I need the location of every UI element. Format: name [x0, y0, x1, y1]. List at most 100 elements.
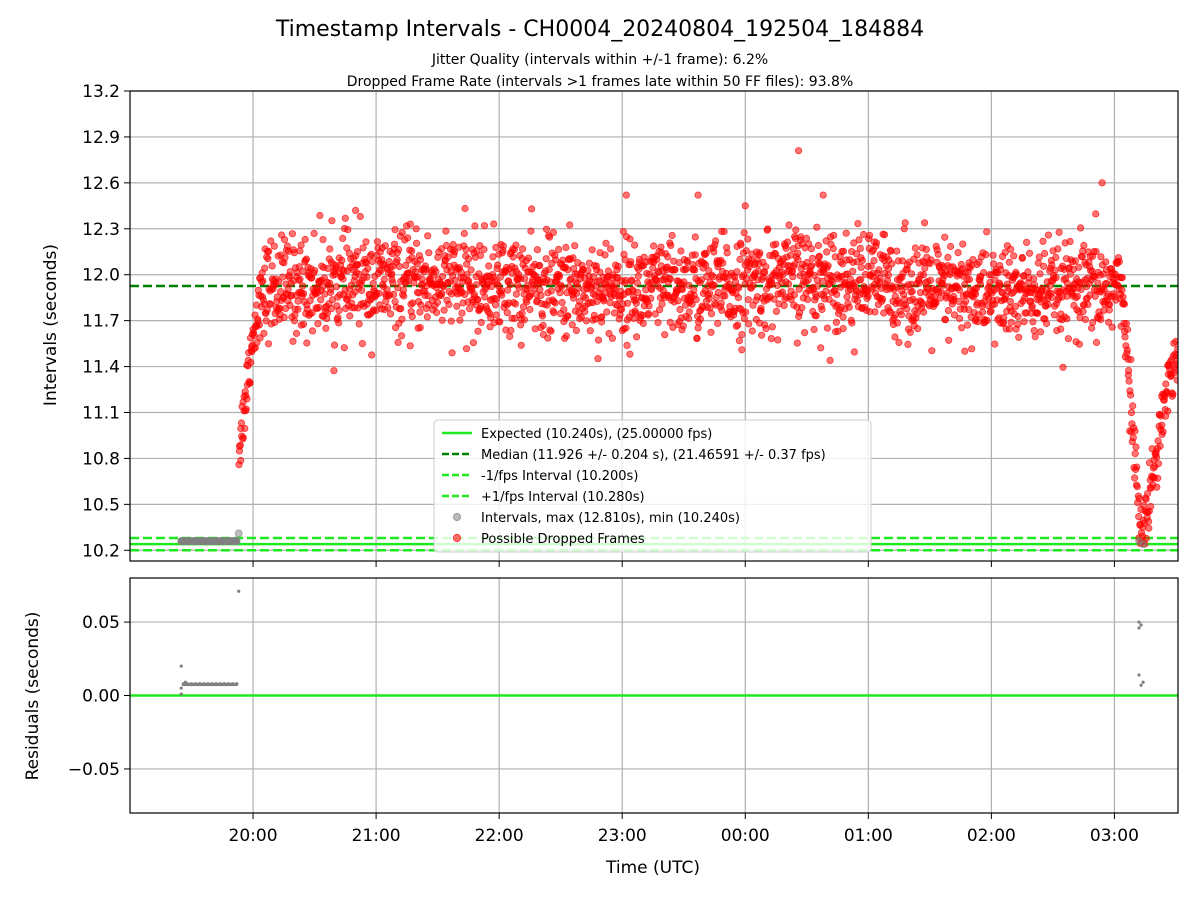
dropped-frame-point [1030, 275, 1038, 283]
dropped-frame-point [394, 245, 403, 254]
dropped-frame-point [462, 245, 470, 253]
dropped-frame-point [740, 314, 749, 323]
dropped-frame-point [1039, 237, 1047, 245]
dropped-frame-point [780, 301, 788, 310]
dropped-frame-point [808, 262, 816, 270]
dropped-frame-point [822, 237, 830, 245]
dropped-frame-point [770, 295, 778, 303]
dropped-frame-point [467, 266, 475, 274]
dropped-frame-point [247, 358, 255, 367]
dropped-frame-point [256, 334, 264, 342]
residual-point [237, 589, 241, 593]
dropped-frame-point [400, 292, 408, 300]
x-tick-label: 21:00 [352, 826, 401, 846]
dropped-frame-point [433, 298, 441, 306]
dropped-frame-point [1063, 315, 1071, 323]
dropped-frame-point [647, 294, 655, 302]
dropped-frame-point [893, 319, 902, 327]
dropped-frame-point [280, 236, 289, 244]
dropped-frame-point [406, 342, 414, 350]
dropped-frame-point [711, 237, 720, 245]
dropped-frame-point [762, 262, 770, 271]
dropped-frame-point [1000, 313, 1008, 322]
dropped-frame-point [961, 347, 969, 355]
dropped-frame-point [742, 308, 750, 316]
dropped-frame-point [987, 307, 995, 315]
dropped-frame-point [848, 319, 856, 327]
dropped-frame-point [551, 299, 559, 307]
dropped-frame-point [742, 247, 750, 255]
dropped-frame-point [311, 266, 319, 275]
dropped-frame-point [736, 255, 744, 264]
dropped-frame-point [262, 317, 270, 325]
dropped-frame-point [962, 297, 970, 305]
dropped-frame-point [971, 290, 980, 298]
dropped-frame-point [450, 248, 459, 256]
dropped-frame-point [341, 214, 349, 222]
dropped-frame-point [651, 310, 659, 318]
dropped-frame-point [239, 433, 247, 442]
dropped-frame-point [857, 276, 865, 284]
dropped-frame-point [798, 304, 806, 312]
dropped-frame-point [474, 327, 482, 335]
dropped-frame-point [1041, 249, 1049, 258]
dropped-frame-point [1025, 249, 1034, 257]
dropped-frame-point [915, 279, 924, 287]
dropped-frame-point [338, 256, 346, 264]
dropped-frame-point [914, 324, 922, 333]
dropped-frame-point [241, 424, 249, 433]
dropped-frame-point [989, 251, 997, 259]
dropped-frame-point [812, 312, 820, 320]
dropped-frame-point [1064, 335, 1073, 343]
dropped-frame-point [1162, 380, 1170, 388]
dropped-frame-point [721, 292, 729, 300]
dropped-frame-point [1014, 312, 1022, 321]
intervals-y-tick-label: 13.2 [82, 82, 120, 102]
legend-marker-swatch [452, 533, 462, 543]
dropped-frame-point [328, 217, 336, 225]
dropped-frame-point [842, 229, 850, 237]
dropped-frame-point [691, 233, 699, 241]
dropped-frame-point [388, 269, 396, 278]
dropped-frame-point [696, 315, 705, 323]
dropped-frame-point [301, 235, 309, 244]
dropped-frame-point [1005, 325, 1014, 333]
dropped-frame-point [783, 238, 792, 246]
dropped-frame-point [997, 265, 1005, 274]
residuals-y-tick-label: 0.00 [82, 687, 120, 707]
dropped-frame-point [408, 312, 416, 321]
dropped-frame-point [920, 219, 929, 227]
dropped-frame-point [685, 281, 693, 289]
dropped-frame-point [959, 240, 967, 248]
dropped-frame-point [1059, 363, 1067, 371]
dropped-frame-point [375, 289, 383, 297]
dropped-frame-point [369, 279, 377, 288]
dropped-frame-point [677, 247, 685, 255]
dropped-frame-point [884, 271, 893, 279]
dropped-frame-point [839, 247, 848, 255]
residual-point [1139, 623, 1143, 627]
dropped-frame-point [738, 330, 746, 339]
dropped-frame-point [1054, 245, 1062, 253]
dropped-frame-point [327, 285, 335, 293]
dropped-frame-point [568, 321, 576, 329]
dropped-frame-point [810, 325, 818, 334]
dropped-frame-point [386, 310, 395, 318]
dropped-frame-point [667, 241, 675, 249]
dropped-frame-point [542, 255, 550, 263]
residual-point [1141, 680, 1145, 684]
dropped-frame-point [355, 320, 363, 328]
dropped-frame-point [409, 299, 417, 307]
dropped-frame-point [647, 285, 656, 294]
dropped-frame-point [919, 308, 928, 316]
dropped-frame-point [1015, 333, 1023, 341]
dropped-frame-point [884, 264, 893, 273]
dropped-frame-point [666, 275, 675, 283]
dropped-frame-point [315, 303, 323, 312]
dropped-frame-point [719, 259, 727, 267]
dropped-frame-point [945, 336, 953, 344]
dropped-frame-point [308, 309, 316, 317]
residuals-y-tick-label: −0.05 [68, 760, 120, 780]
dropped-frame-point [982, 251, 990, 259]
dropped-frame-point [978, 308, 987, 316]
